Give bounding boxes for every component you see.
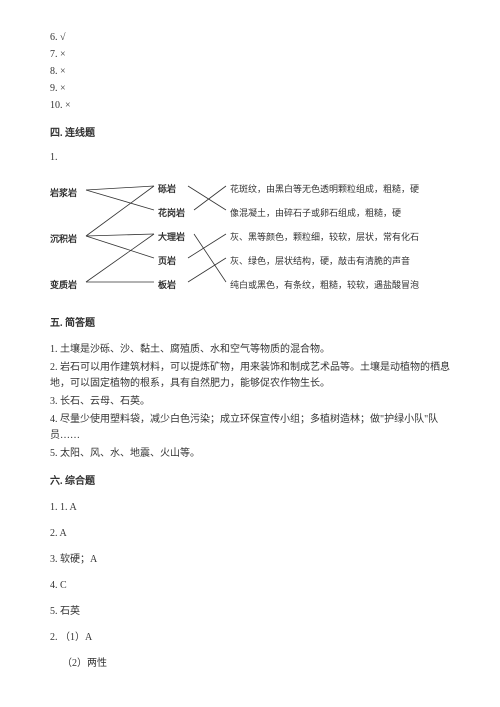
diagram-label: 大理岩 (158, 230, 185, 244)
answer-item: 9. × (50, 81, 450, 97)
section-6-set1: 1. 1. A 2. A 3. 软硬；A 4. C 5. 石英 (50, 500, 450, 620)
answer-item: 10. × (50, 98, 450, 114)
diagram-label: 花斑纹，由黑白等无色透明颗粒组成，粗糙，硬 (230, 182, 419, 196)
top-answers-list: 6. √ 7. × 8. × 9. × 10. × (50, 30, 450, 114)
diagram-label: 灰、绿色，层状结构，硬，敲击有清脆的声音 (230, 254, 410, 268)
comprehensive-answer: 4. C (50, 578, 450, 594)
comprehensive-answer: 2. （1）A (50, 630, 450, 646)
section-6-title: 六. 综合题 (50, 474, 450, 490)
section-4-title: 四. 连线题 (50, 126, 450, 142)
short-answer: 2. 岩石可以用作建筑材料，可以提炼矿物，用来装饰和制成艺术品等。土壤是动植物的… (50, 360, 450, 392)
short-answer: 3. 长石、云母、石英。 (50, 394, 450, 410)
diagram-label: 页岩 (158, 254, 176, 268)
section-5-title: 五. 简答题 (50, 316, 450, 332)
answer-item: 8. × (50, 64, 450, 80)
comprehensive-answer: 5. 石英 (50, 604, 450, 620)
diagram-label: 变质岩 (50, 278, 77, 292)
answer-item: 6. √ (50, 30, 450, 46)
section-6-set2: 2. （1）A （2）两性 (50, 630, 450, 672)
comprehensive-answer: 3. 软硬；A (50, 552, 450, 568)
diagram-label: 像混凝土，由碎石子或卵石组成，粗糙，硬 (230, 206, 401, 220)
diagram-label: 灰、黑等颜色，颗粒细，较软，层状，常有化石 (230, 230, 419, 244)
comprehensive-answer: 2. A (50, 526, 450, 542)
diagram-label: 纯白或黑色，有条纹，粗糙，较软，遇盐酸冒泡 (230, 278, 419, 292)
comprehensive-answer: 1. 1. A (50, 500, 450, 516)
answer-item: 7. × (50, 47, 450, 63)
diagram-label: 岩浆岩 (50, 186, 77, 200)
short-answer: 1. 土壤是沙砾、沙、黏土、腐殖质、水和空气等物质的混合物。 (50, 342, 450, 358)
diagram-label: 花岗岩 (158, 206, 185, 220)
question-number: 1. (50, 150, 450, 166)
matching-diagram: 岩浆岩沉积岩变质岩 砾岩花岗岩大理岩页岩板岩 花斑纹，由黑白等无色透明颗粒组成，粗糙… (50, 174, 450, 304)
diagram-label: 沉积岩 (50, 232, 77, 246)
short-answer: 4. 尽量少使用塑料袋，减少白色污染；成立环保宣传小组；多植树造林；做"护绿小队… (50, 412, 450, 444)
diagram-label: 板岩 (158, 278, 176, 292)
diagram-label: 砾岩 (158, 182, 176, 196)
section-5-answers: 1. 土壤是沙砾、沙、黏土、腐殖质、水和空气等物质的混合物。 2. 岩石可以用作… (50, 342, 450, 462)
comprehensive-sub-answer: （2）两性 (62, 656, 450, 672)
short-answer: 5. 太阳、风、水、地震、火山等。 (50, 446, 450, 462)
